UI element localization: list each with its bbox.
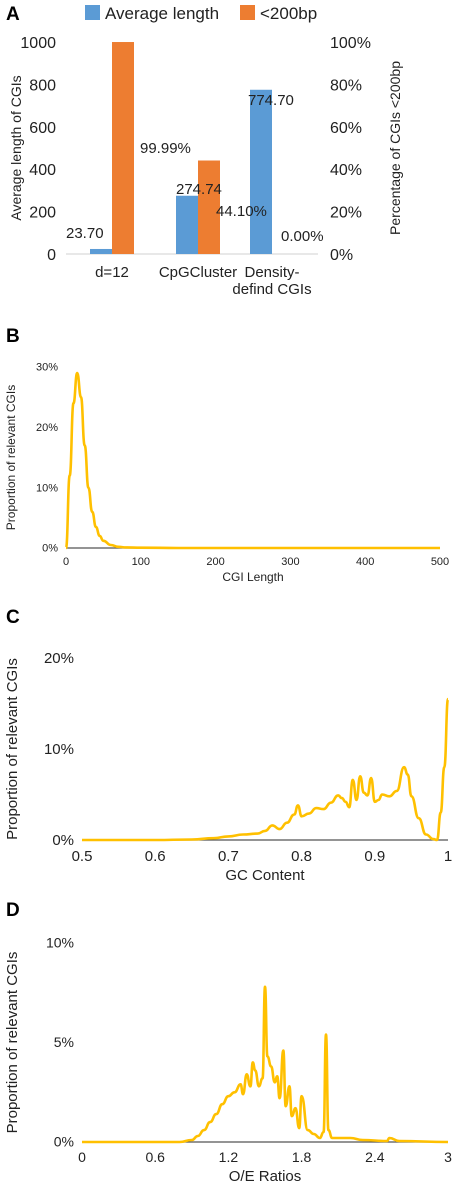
chart-b: 0% 10% 20% 30% 0 100 200 300 400 500 CGI Length Pro… — [4, 362, 449, 584]
y-axis-label: Proportion of relevant CGIs — [4, 385, 18, 530]
y-tick-left: 0 — [47, 247, 56, 264]
x-tick-label: Density- — [244, 264, 299, 281]
y-tick-label: 30% — [36, 362, 58, 374]
bar-average-length — [176, 195, 198, 254]
y-tick-label: 0% — [42, 543, 58, 555]
x-tick-label: 0.6 — [145, 848, 166, 865]
data-line — [81, 697, 450, 842]
bar-under-200bp — [112, 42, 134, 255]
y-tick-right: 60% — [330, 120, 362, 137]
panel-letter-c: C — [6, 607, 20, 628]
x-tick-label: 300 — [281, 556, 299, 568]
x-tick-label: 200 — [206, 556, 224, 568]
x-axis-label: CGI Length — [222, 570, 283, 584]
x-tick-label: 2.4 — [365, 1149, 385, 1165]
x-tick-label: 0.7 — [218, 848, 239, 865]
legend-label-average-length: Average length — [105, 4, 219, 23]
panel-letter-d: D — [6, 900, 20, 921]
y-axis-label: Proportion of relevant CGIs — [4, 952, 21, 1134]
data-label-average-length: 274.74 — [176, 181, 222, 198]
y-tick-left: 800 — [29, 77, 56, 94]
data-label-under-200bp: 44.10% — [216, 203, 267, 220]
chart-c: 0% 10% 20% 0.5 0.6 0.7 0.8 0.9 1 GC Content Propor… — [4, 650, 452, 884]
bar-average-length — [250, 89, 272, 254]
x-tick-label: 100 — [132, 556, 150, 568]
legend-label-under-200bp: <200bp — [260, 4, 317, 23]
panel-letter-a: A — [6, 4, 20, 25]
x-tick-label: 3 — [444, 1149, 452, 1165]
x-tick-label: 1.8 — [292, 1149, 312, 1165]
x-tick-label: 0.8 — [291, 848, 312, 865]
x-tick-label: 0 — [78, 1149, 86, 1165]
legend-swatch-under-200bp — [240, 5, 255, 20]
y-tick-label: 10% — [46, 935, 74, 951]
data-line — [81, 985, 449, 1144]
y-tick-label: 5% — [54, 1034, 74, 1050]
y-tick-right: 20% — [330, 205, 362, 222]
x-tick-label: d=12 — [95, 264, 129, 281]
bar-average-length — [90, 248, 112, 254]
y-tick-left: 1000 — [20, 35, 56, 52]
x-tick-label: 1 — [444, 848, 452, 865]
x-axis-label: GC Content — [225, 867, 305, 884]
data-label-under-200bp: 0.00% — [281, 228, 324, 245]
x-tick-label: 0.9 — [364, 848, 385, 865]
x-tick-label: 0.6 — [145, 1149, 165, 1165]
y-axis-label-left: Average length of CGIs — [8, 75, 24, 220]
y-tick-label: 20% — [44, 650, 74, 667]
y-axis-label: Proportion of relevant CGIs — [4, 658, 21, 840]
y-tick-left: 600 — [29, 120, 56, 137]
x-tick-label: 0 — [63, 556, 69, 568]
data-label-average-length: 774.70 — [248, 92, 294, 109]
y-tick-right: 40% — [330, 162, 362, 179]
chart-d: 0% 5% 10% 0 0.6 1.2 1.8 2.4 3 O/E Ratios Proportio… — [4, 935, 452, 1185]
x-tick-label: CpGCluster — [159, 264, 237, 281]
chart-a: Average length <200bp 0 200 400 600 800 1000 0% 2… — [8, 4, 403, 298]
y-axis-label-right: Percentage of CGIs <200bp — [387, 61, 403, 235]
x-axis-label: O/E Ratios — [229, 1168, 302, 1185]
y-tick-right: 80% — [330, 77, 362, 94]
x-tick-label: 0.5 — [72, 848, 93, 865]
data-label-average-length: 23.70 — [66, 225, 104, 242]
y-tick-label: 10% — [44, 741, 74, 758]
x-tick-label: 400 — [356, 556, 374, 568]
y-tick-left: 400 — [29, 162, 56, 179]
y-tick-label: 20% — [36, 422, 58, 434]
y-tick-label: 0% — [52, 832, 74, 849]
y-tick-right: 100% — [330, 35, 371, 52]
y-tick-label: 10% — [36, 482, 58, 494]
data-line — [64, 371, 440, 550]
bar-under-200bp — [198, 160, 220, 254]
panel-letter-b: B — [6, 326, 20, 347]
legend-swatch-average-length — [85, 5, 100, 20]
x-tick-label: defind CGIs — [232, 281, 311, 298]
y-tick-left: 200 — [29, 205, 56, 222]
data-label-under-200bp: 99.99% — [140, 140, 191, 157]
x-tick-label: 1.2 — [219, 1149, 239, 1165]
y-tick-right: 0% — [330, 247, 353, 264]
y-tick-label: 0% — [54, 1134, 74, 1150]
x-tick-label: 500 — [431, 556, 449, 568]
